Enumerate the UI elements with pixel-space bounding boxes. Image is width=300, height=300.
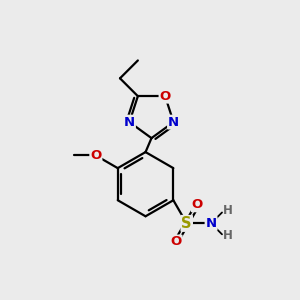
- Text: O: O: [170, 236, 182, 248]
- Text: N: N: [124, 116, 135, 129]
- Text: O: O: [192, 198, 203, 212]
- Text: S: S: [182, 216, 192, 231]
- Text: O: O: [160, 90, 171, 103]
- Text: N: N: [206, 217, 217, 230]
- Text: O: O: [90, 149, 101, 162]
- Text: H: H: [222, 229, 232, 242]
- Text: H: H: [222, 205, 232, 218]
- Text: N: N: [168, 116, 179, 129]
